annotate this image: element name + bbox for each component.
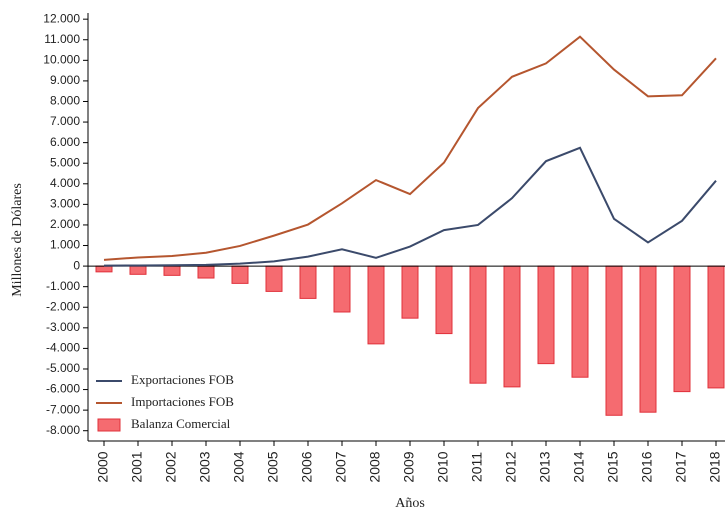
x-tick-label: 2002: [163, 451, 179, 482]
x-tick-label: 2012: [503, 451, 519, 482]
line: [103, 146, 717, 267]
x-tick-label: 2006: [299, 451, 315, 482]
legend-label: Exportaciones FOB: [131, 372, 234, 387]
x-tick-label: 2015: [605, 451, 621, 482]
x-tick-label: 2003: [197, 451, 213, 482]
bar: [95, 265, 113, 273]
x-tick-label: 2007: [333, 451, 349, 482]
bar: [299, 265, 317, 299]
x-tick-label: 2013: [537, 451, 553, 482]
y-tick-label: 3.000: [50, 197, 80, 211]
y-tick-label: 4.000: [50, 176, 80, 190]
y-tick-label: -8.000: [46, 423, 80, 437]
bar: [231, 265, 249, 284]
bar: [639, 265, 657, 413]
y-tick-label: 12.000: [43, 11, 80, 25]
bar: [401, 265, 419, 319]
x-tick-label: 2005: [265, 451, 281, 482]
y-tick-label: -2.000: [46, 299, 80, 313]
bar: [435, 265, 453, 335]
bar: [673, 265, 691, 393]
x-tick-label: 2017: [673, 451, 689, 482]
bar: [265, 265, 283, 292]
x-tick-label: 2004: [231, 451, 247, 482]
y-tick-label: -6.000: [46, 382, 80, 396]
x-tick-label: 2016: [639, 451, 655, 482]
y-tick-label: -1.000: [46, 279, 80, 293]
y-tick-label: -5.000: [46, 361, 80, 375]
bar: [469, 265, 487, 384]
bar: [503, 265, 521, 388]
bar: [537, 265, 555, 365]
x-tick-label: 2010: [435, 451, 451, 482]
bar: [197, 265, 215, 279]
x-tick-label: 2008: [367, 451, 383, 482]
x-tick-label: 2001: [129, 451, 145, 482]
y-axis-label: Millones de Dólares: [10, 183, 25, 297]
y-tick-label: 9.000: [50, 73, 80, 87]
x-tick-label: 2000: [95, 451, 111, 482]
bar: [367, 265, 385, 345]
bar: [571, 265, 589, 378]
x-tick-label: 2018: [707, 451, 723, 482]
bar: [605, 265, 623, 416]
x-axis-label: Años: [395, 496, 425, 511]
y-tick-label: -3.000: [46, 320, 80, 334]
y-tick-label: 6.000: [50, 135, 80, 149]
y-tick-label: 0: [73, 258, 80, 272]
y-tick-label: 7.000: [50, 114, 80, 128]
x-tick-label: 2011: [469, 452, 485, 482]
y-tick-label: -4.000: [46, 341, 80, 355]
bar: [129, 265, 147, 275]
line: [103, 35, 717, 261]
x-tick-label: 2009: [401, 451, 417, 482]
y-tick-label: 11.000: [44, 32, 80, 46]
legend-label: Importaciones FOB: [131, 394, 234, 409]
y-tick-label: -7.000: [46, 402, 80, 416]
legend-swatch: [97, 418, 121, 432]
y-tick-label: 1.000: [50, 238, 80, 252]
bar: [333, 265, 351, 313]
y-tick-label: 5.000: [50, 155, 80, 169]
bar: [163, 265, 181, 276]
y-tick-label: 10.000: [43, 52, 80, 66]
y-tick-label: 2.000: [50, 217, 80, 231]
y-tick-label: 8.000: [50, 94, 80, 108]
x-tick-label: 2014: [571, 451, 587, 482]
bar: [707, 265, 725, 389]
legend-label: Balanza Comercial: [131, 416, 231, 431]
